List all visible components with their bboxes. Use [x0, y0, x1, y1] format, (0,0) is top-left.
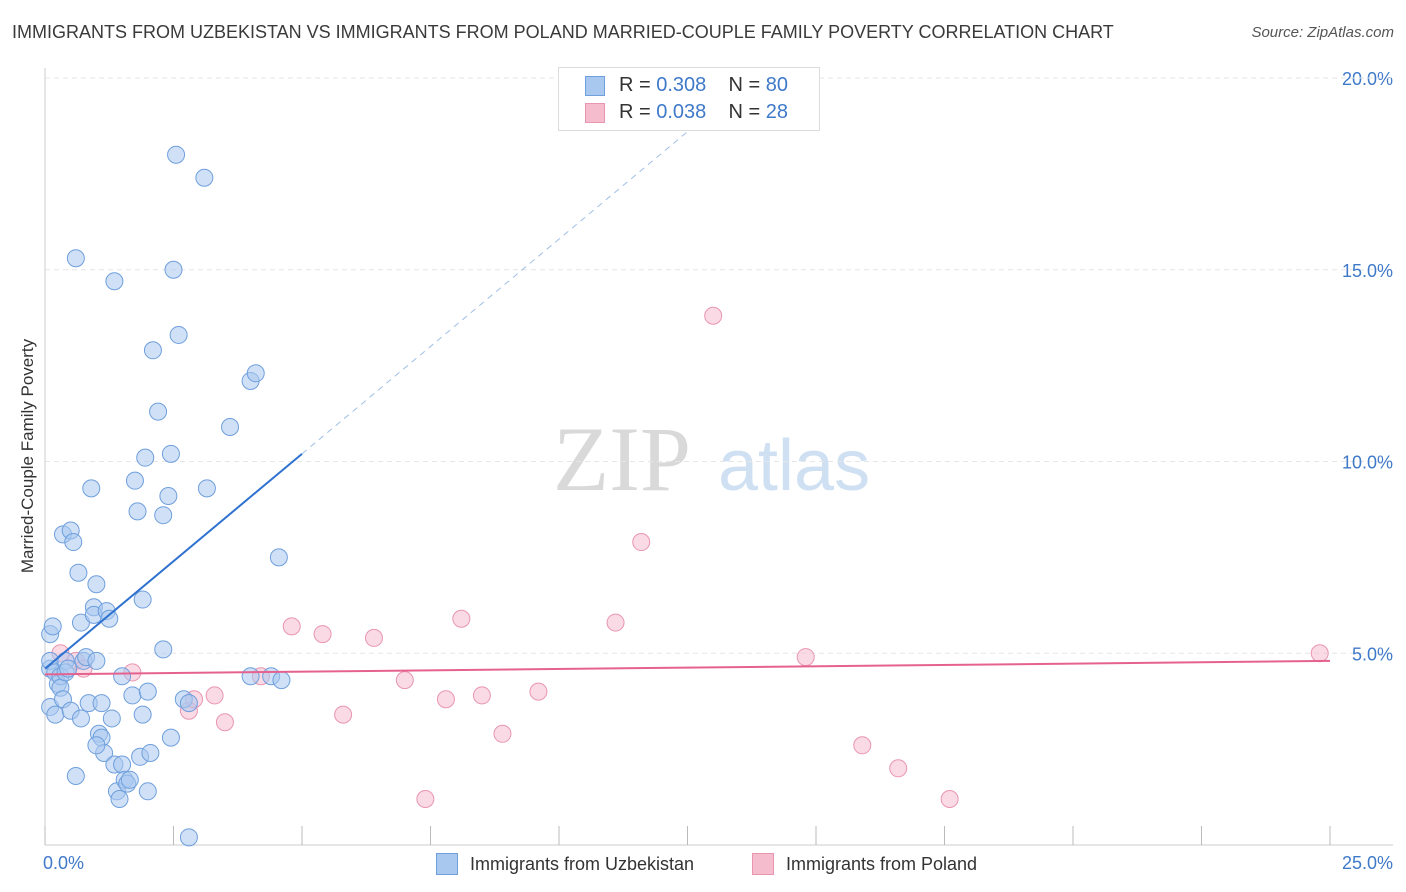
point-uzbekistan	[133, 705, 152, 724]
point-uzbekistan	[87, 736, 106, 755]
point-uzbekistan	[167, 145, 186, 164]
legend-r-label: R =	[619, 74, 657, 96]
point-poland	[452, 609, 471, 628]
y-tick-label: 15.0%	[1342, 261, 1393, 281]
point-uzbekistan	[87, 575, 106, 594]
point-uzbekistan	[66, 766, 85, 785]
point-uzbekistan	[136, 448, 155, 467]
x-tick-label: 0.0%	[43, 853, 84, 873]
point-poland	[606, 613, 625, 632]
legend-n-label: N =	[728, 101, 766, 123]
point-uzbekistan	[138, 782, 157, 801]
point-uzbekistan	[221, 417, 240, 436]
legend-r-value-poland: 0.038	[656, 101, 707, 123]
legend-n-value-uzbekistan: 80	[765, 74, 789, 96]
point-poland	[395, 671, 414, 690]
chart-title: IMMIGRANTS FROM UZBEKISTAN VS IMMIGRANTS…	[12, 22, 1114, 42]
point-poland	[436, 690, 455, 709]
point-uzbekistan	[92, 694, 111, 713]
point-uzbekistan	[141, 743, 160, 762]
point-uzbekistan	[149, 402, 168, 421]
point-poland	[282, 617, 301, 636]
watermark-zip: ZIP	[553, 408, 691, 510]
point-poland	[940, 789, 959, 808]
point-uzbekistan	[272, 671, 291, 690]
watermark-atlas: atlas	[718, 426, 870, 506]
point-poland	[364, 628, 383, 647]
point-poland	[416, 789, 435, 808]
point-uzbekistan	[82, 479, 101, 498]
point-uzbekistan	[69, 563, 88, 582]
point-uzbekistan	[59, 659, 78, 678]
point-poland	[493, 724, 512, 743]
legend-r-value-uzbekistan: 0.308	[656, 74, 707, 96]
point-poland	[1310, 644, 1329, 663]
legend-n-value-poland: 28	[765, 101, 789, 123]
point-uzbekistan	[138, 682, 157, 701]
point-uzbekistan	[179, 828, 198, 847]
y-tick-label: 5.0%	[1352, 644, 1393, 664]
point-uzbekistan	[100, 609, 119, 628]
point-uzbekistan	[154, 506, 173, 525]
point-poland	[313, 625, 332, 644]
point-uzbekistan	[197, 479, 216, 498]
legend-swatch-uzbekistan	[585, 76, 605, 96]
point-poland	[889, 759, 908, 778]
series-swatch-uzbekistan	[436, 853, 458, 875]
point-poland	[334, 705, 353, 724]
point-uzbekistan	[66, 249, 85, 268]
x-tick-label: 25.0%	[1342, 853, 1393, 873]
point-uzbekistan	[120, 770, 139, 789]
point-uzbekistan	[102, 709, 121, 728]
series-label-uzbekistan: Immigrants from Uzbekistan	[470, 854, 695, 874]
point-uzbekistan	[123, 686, 142, 705]
point-poland	[529, 682, 548, 701]
legend-swatch-poland	[585, 103, 605, 123]
point-uzbekistan	[164, 260, 183, 279]
point-uzbekistan	[87, 651, 106, 670]
series-swatch-poland	[752, 853, 774, 875]
trendline-uzbekistan-extension	[301, 109, 714, 455]
point-uzbekistan	[43, 617, 62, 636]
point-uzbekistan	[169, 325, 188, 344]
trendline-poland	[44, 659, 1331, 676]
legend-r-label: R =	[619, 101, 657, 123]
trendline-uzbekistan	[44, 453, 303, 670]
point-uzbekistan	[143, 341, 162, 360]
correlation-legend: R = 0.308 N = 80 R = 0.038 N = 28	[558, 67, 820, 131]
point-uzbekistan	[113, 755, 132, 774]
point-uzbekistan	[105, 272, 124, 291]
source-label: Source: ZipAtlas.com	[1251, 24, 1394, 41]
point-poland	[632, 533, 651, 552]
point-uzbekistan	[161, 444, 180, 463]
point-poland	[704, 306, 723, 325]
legend-n-label: N =	[728, 74, 766, 96]
point-poland	[205, 686, 224, 705]
point-poland	[215, 713, 234, 732]
point-uzbekistan	[269, 548, 288, 567]
point-uzbekistan	[179, 694, 198, 713]
y-tick-label: 20.0%	[1342, 69, 1393, 89]
point-uzbekistan	[195, 168, 214, 187]
point-poland	[472, 686, 491, 705]
point-uzbekistan	[125, 471, 144, 490]
point-uzbekistan	[110, 789, 129, 808]
point-uzbekistan	[154, 640, 173, 659]
point-poland	[853, 736, 872, 755]
series-label-poland: Immigrants from Poland	[786, 854, 978, 874]
point-poland	[796, 648, 815, 667]
point-uzbekistan	[161, 728, 180, 747]
point-uzbekistan	[159, 487, 178, 506]
point-uzbekistan	[246, 364, 265, 383]
y-tick-label: 10.0%	[1342, 453, 1393, 473]
point-uzbekistan	[241, 667, 260, 686]
point-uzbekistan	[133, 590, 152, 609]
point-uzbekistan	[113, 667, 132, 686]
point-uzbekistan	[128, 502, 147, 521]
point-uzbekistan	[46, 705, 65, 724]
point-uzbekistan	[64, 533, 83, 552]
point-uzbekistan	[71, 709, 90, 728]
